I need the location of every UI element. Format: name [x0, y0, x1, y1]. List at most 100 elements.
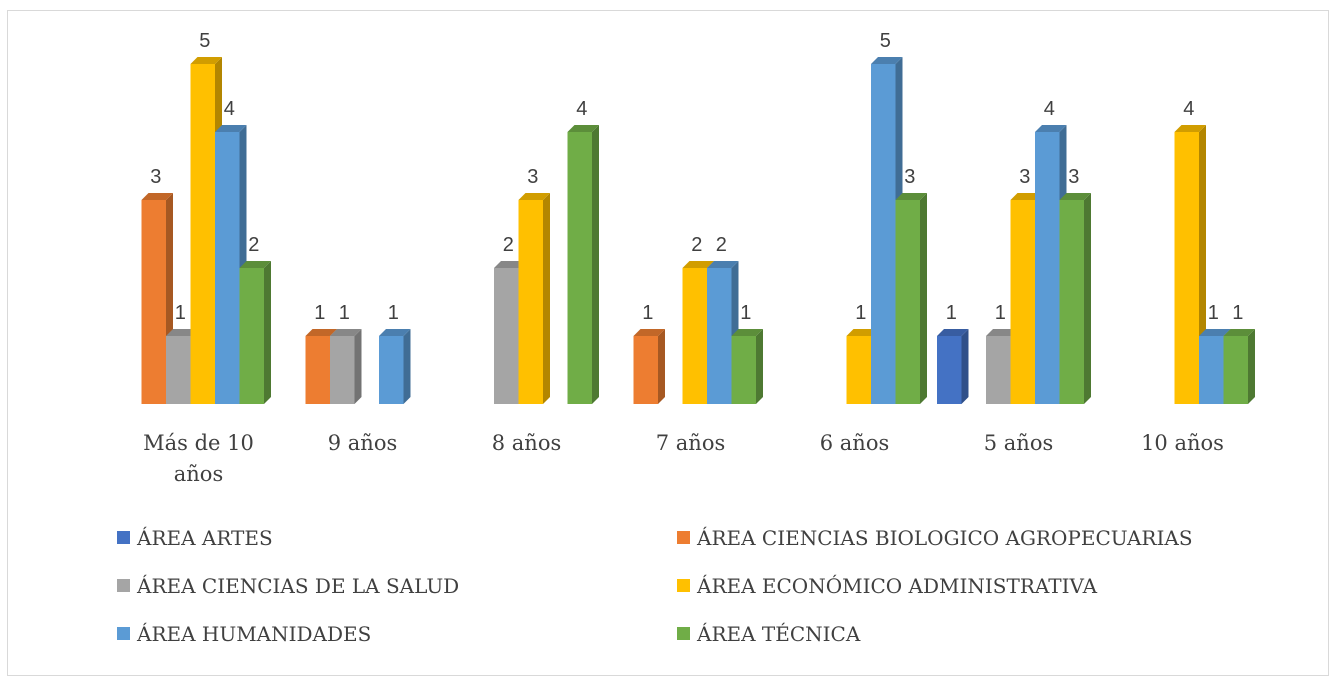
bar-area-humanidades-9-anos — [379, 329, 411, 404]
category-label-8-anos: 8 años — [492, 431, 562, 455]
bar-front-face — [1174, 132, 1199, 404]
bar-area-tecnica-6-anos — [895, 193, 927, 404]
data-label: 3 — [904, 166, 915, 188]
legend-swatch — [117, 579, 130, 592]
bar-top-face — [1035, 125, 1067, 132]
bar-top-face — [633, 329, 665, 336]
bar-top-face — [871, 57, 903, 64]
legend-swatch — [677, 579, 690, 592]
bar-area-ciencias-biologico-agropecuarias-9-anos — [305, 329, 337, 404]
data-label: 5 — [199, 30, 210, 52]
bar-front-face — [633, 336, 658, 404]
data-label: 1 — [339, 302, 350, 324]
legend-label: ÁREA TÉCNICA — [696, 622, 861, 646]
bar-top-face — [682, 261, 714, 268]
category-label-mas-de-10-anos: Más de 10 — [143, 431, 254, 455]
bar-front-face — [379, 336, 404, 404]
bar-top-face — [846, 329, 878, 336]
data-label: 3 — [1068, 166, 1079, 188]
legend-swatch — [677, 627, 690, 640]
bar-front-face — [1223, 336, 1248, 404]
bar-front-face — [895, 200, 920, 404]
bar-side-face — [543, 193, 550, 404]
bar-side-face — [264, 261, 271, 404]
legend-swatch — [117, 627, 130, 640]
bar-top-face — [937, 329, 969, 336]
data-label: 2 — [503, 234, 514, 256]
bar-front-face — [215, 132, 240, 404]
bar-front-face — [937, 336, 962, 404]
category-label-6-anos: 6 años — [820, 431, 890, 455]
bar-top-face — [305, 329, 337, 336]
bar-top-face — [1010, 193, 1042, 200]
data-label: 1 — [855, 302, 866, 324]
bar-area-tecnica-8-anos — [567, 125, 599, 404]
data-label: 2 — [248, 234, 259, 256]
data-label: 1 — [1232, 302, 1243, 324]
bar-side-face — [961, 329, 969, 404]
bar-front-face — [1059, 200, 1084, 404]
bar-top-face — [895, 193, 927, 200]
bars-layer — [141, 57, 1255, 404]
bar-top-face — [986, 329, 1018, 336]
data-label: 2 — [691, 234, 702, 256]
legend: ÁREA ARTES ÁREA CIENCIAS BIOLOGICO AGROPE… — [117, 526, 1193, 646]
bar-top-face — [215, 125, 247, 132]
bar-side-face — [403, 329, 411, 404]
category-axis-labels: Más de 10 años 9 años 8 años 7 años 6 años 5 a… — [143, 431, 1224, 486]
data-label: 1 — [175, 302, 186, 324]
bar-front-face — [682, 268, 707, 404]
bar-top-face — [379, 329, 411, 336]
bar-front-face — [190, 64, 215, 404]
bar-top-face — [494, 261, 526, 268]
data-label: 1 — [388, 302, 399, 324]
data-label: 1 — [1208, 302, 1219, 324]
bar-side-face — [756, 329, 763, 404]
bar-front-face — [1010, 200, 1035, 404]
data-label: 5 — [880, 30, 891, 52]
bar-front-face — [330, 336, 355, 404]
bar-side-face — [592, 125, 599, 404]
category-label-9-anos: 9 años — [328, 431, 398, 455]
legend-item-area-artes: ÁREA ARTES — [117, 526, 273, 550]
bar-area-ciencias-de-la-salud-9-anos — [330, 329, 362, 404]
bar-top-face — [1059, 193, 1091, 200]
bar-top-face — [518, 193, 550, 200]
bar-front-face — [567, 132, 592, 404]
bar-top-face — [141, 193, 173, 200]
data-label: 3 — [1019, 166, 1030, 188]
legend-label: ÁREA HUMANIDADES — [136, 622, 371, 646]
bar-top-face — [731, 329, 763, 336]
bar-front-face — [166, 336, 191, 404]
category-label-5-anos: 5 años — [984, 431, 1054, 455]
data-label: 3 — [527, 166, 538, 188]
bar-area-tecnica-5-anos — [1059, 193, 1091, 404]
bar-top-face — [1223, 329, 1255, 336]
data-label: 1 — [995, 302, 1006, 324]
bar-side-face — [1084, 193, 1091, 404]
bar-area-tecnica-7-anos — [731, 329, 763, 404]
data-label: 1 — [314, 302, 325, 324]
bar-area-economico-administrativa-8-anos — [518, 193, 550, 404]
legend-label: ÁREA ECONÓMICO ADMINISTRATIVA — [696, 573, 1098, 598]
bar-area-tecnica-mas-de-10-anos — [239, 261, 271, 404]
data-label: 2 — [716, 234, 727, 256]
data-label: 4 — [1183, 98, 1194, 120]
bar-front-face — [1199, 336, 1224, 404]
bar-front-face — [707, 268, 732, 404]
legend-label: ÁREA CIENCIAS DE LA SALUD — [136, 574, 459, 598]
bar-top-face — [330, 329, 362, 336]
bar-front-face — [239, 268, 264, 404]
legend-label: ÁREA ARTES — [136, 526, 273, 550]
legend-swatch — [677, 531, 690, 544]
legend-label: ÁREA CIENCIAS BIOLOGICO AGROPECUARIAS — [696, 526, 1193, 550]
data-label: 3 — [150, 166, 161, 188]
bar-side-face — [920, 193, 927, 404]
bar-front-face — [731, 336, 756, 404]
bar-area-tecnica-10-anos — [1223, 329, 1255, 404]
data-label: 1 — [740, 302, 751, 324]
bar-front-face — [141, 200, 166, 404]
